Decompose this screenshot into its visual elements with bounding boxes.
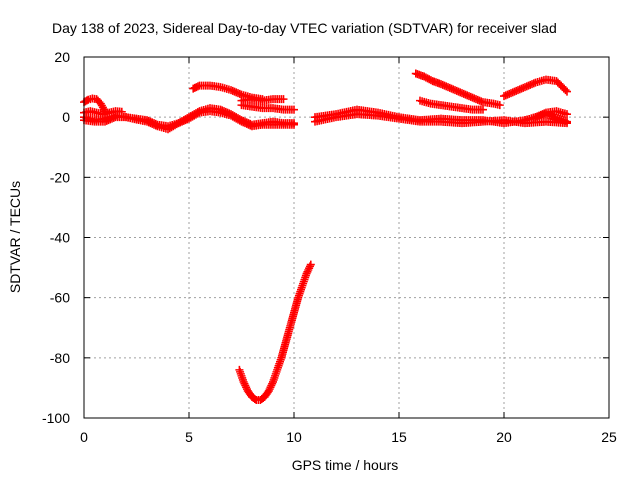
series-arc-n <box>521 107 571 125</box>
y-tick-label: 20 <box>54 49 70 65</box>
y-tick-label: -60 <box>50 290 70 306</box>
y-tick-label: -80 <box>50 350 70 366</box>
data-point <box>240 379 249 388</box>
data-point <box>279 95 288 104</box>
data-point <box>563 110 571 119</box>
y-tick-labels: -100 -80 -60 -40 -20 0 20 <box>42 49 70 426</box>
data-series <box>80 69 571 404</box>
x-tick-label: 10 <box>286 429 302 445</box>
x-tick-labels: 0 5 10 15 20 25 <box>80 429 617 445</box>
y-tick-label: -20 <box>50 169 70 185</box>
data-point <box>241 381 250 390</box>
plot-frame <box>83 56 610 419</box>
x-tick-label: 15 <box>391 429 407 445</box>
chart-title: Day 138 of 2023, Sidereal Day-to-day VTE… <box>52 20 557 36</box>
x-tick-label: 20 <box>496 429 512 445</box>
data-point <box>250 394 259 403</box>
data-point <box>268 379 277 388</box>
data-point <box>290 120 298 129</box>
x-tick-label: 25 <box>601 429 617 445</box>
x-tick-label: 0 <box>80 429 88 445</box>
data-point <box>267 381 276 390</box>
series-arc-l <box>416 96 487 114</box>
series-arc-g <box>237 101 298 114</box>
data-point <box>265 385 274 394</box>
data-point <box>303 267 312 276</box>
data-point <box>266 383 275 392</box>
data-point <box>305 262 314 271</box>
y-tick-label: 0 <box>62 109 70 125</box>
series-arc-m <box>500 75 571 101</box>
x-axis-label: GPS time / hours <box>292 457 399 473</box>
data-point <box>239 377 248 386</box>
data-point <box>479 105 487 114</box>
data-point <box>264 386 273 395</box>
data-point <box>172 120 181 129</box>
data-point <box>306 260 315 269</box>
x-tick-label: 5 <box>185 429 193 445</box>
data-point <box>304 265 313 274</box>
data-point <box>242 383 251 392</box>
data-point <box>235 116 244 125</box>
series-arc-f <box>237 95 288 105</box>
data-point <box>561 86 570 95</box>
series-arc-k <box>411 69 504 110</box>
series-arc-h <box>235 260 315 404</box>
y-axis-label: SDTVAR / TECUs <box>7 181 23 293</box>
data-point <box>563 117 571 126</box>
y-tick-label: -100 <box>42 410 70 426</box>
data-point <box>563 87 571 96</box>
data-point <box>193 109 202 118</box>
series-arc-d <box>80 107 298 134</box>
data-point <box>302 269 311 278</box>
y-tick-label: -40 <box>50 230 70 246</box>
data-point <box>305 264 314 273</box>
data-point <box>290 105 298 114</box>
data-point <box>495 101 504 110</box>
